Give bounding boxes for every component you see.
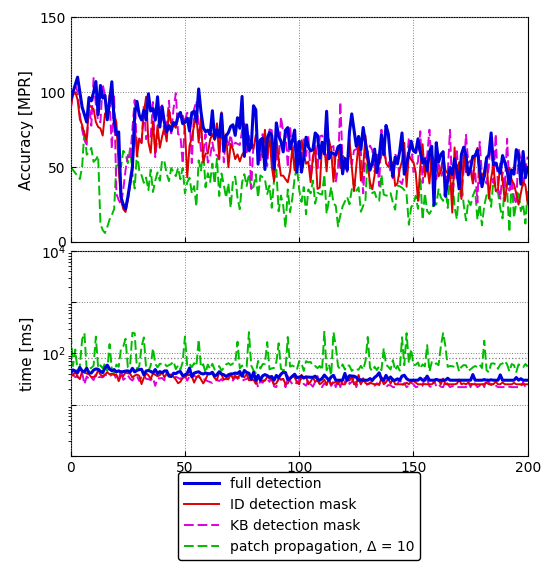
Y-axis label: Accuracy [MPR]: Accuracy [MPR] [19,69,34,189]
Y-axis label: time [ms]: time [ms] [20,316,35,390]
X-axis label: frame: frame [276,480,322,495]
Legend: full detection, ID detection mask, KB detection mask, patch propagation, Δ = 10: full detection, ID detection mask, KB de… [178,472,420,560]
